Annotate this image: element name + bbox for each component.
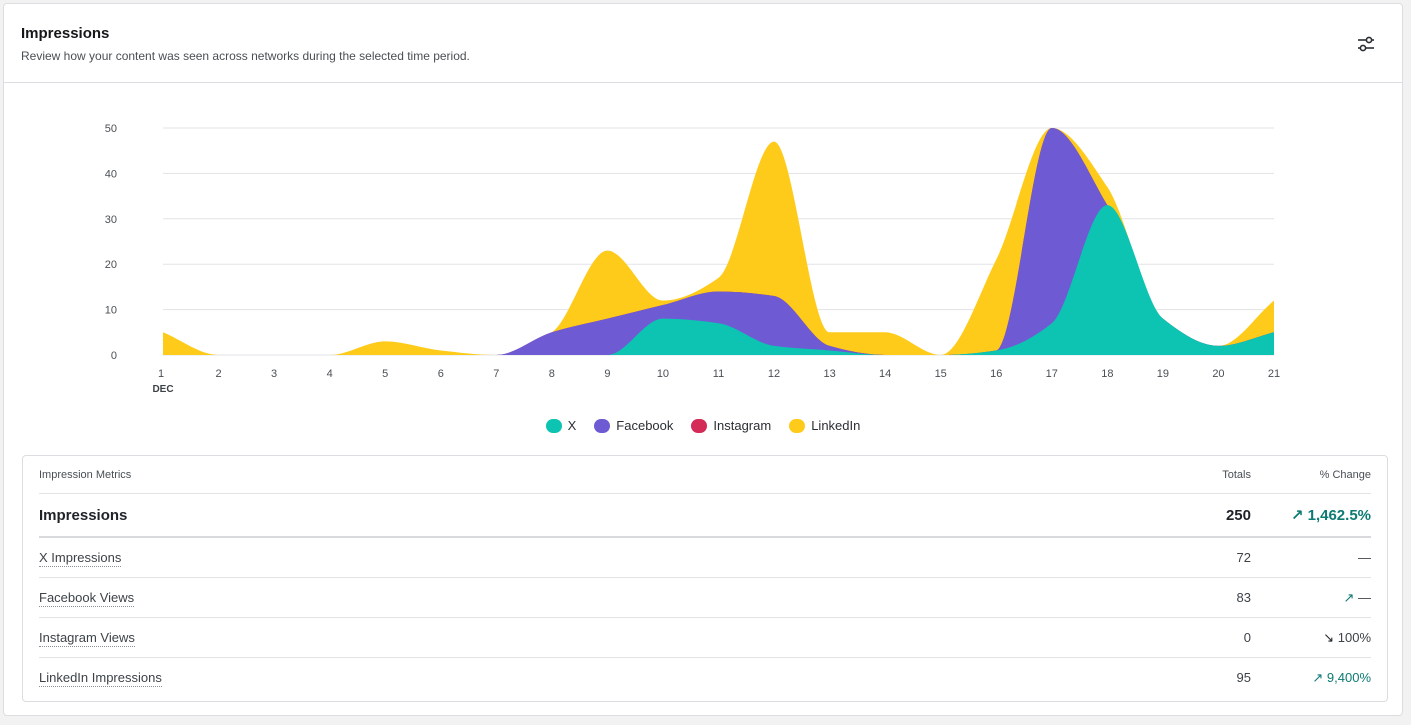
legend-swatch bbox=[691, 418, 708, 433]
x-tick-label: 20 bbox=[1212, 368, 1224, 380]
metric-row: X Impressions 72 — bbox=[39, 538, 1371, 578]
page-subtitle: Review how your content was seen across … bbox=[21, 49, 470, 63]
area-linkedin bbox=[163, 128, 1274, 355]
metric-row-change: ↗ — bbox=[1251, 590, 1371, 606]
y-tick-label: 20 bbox=[105, 259, 117, 271]
impression-metrics-table: Impression Metrics Totals % Change Impre… bbox=[22, 455, 1388, 702]
x-tick-label: 6 bbox=[438, 368, 444, 380]
metric-row-change-value: 9,400% bbox=[1326, 669, 1371, 685]
legend-swatch bbox=[789, 418, 806, 433]
y-tick-label: 40 bbox=[105, 168, 117, 180]
metric-row-total: 72 bbox=[1236, 550, 1251, 565]
sliders-icon bbox=[1358, 36, 1374, 52]
metric-row-name[interactable]: Instagram Views bbox=[39, 630, 135, 647]
metric-row-name[interactable]: Facebook Views bbox=[39, 590, 135, 607]
metric-row-name[interactable]: LinkedIn Impressions bbox=[39, 670, 162, 687]
metric-change-value: 1,462.5% bbox=[1307, 507, 1371, 524]
x-tick-label: 4 bbox=[327, 368, 333, 380]
metrics-header-name: Impression Metrics bbox=[39, 468, 132, 481]
metric-row: LinkedIn Impressions 95 ↗ 9,400% bbox=[39, 658, 1371, 697]
metric-row-total: 95 bbox=[1236, 670, 1251, 685]
x-tick-label: 8 bbox=[549, 368, 555, 380]
x-tick-label: 10 bbox=[657, 368, 669, 380]
trend-up-icon: ↗ bbox=[1312, 669, 1327, 685]
y-tick-label: 0 bbox=[111, 350, 117, 362]
metric-row-total: 0 bbox=[1243, 630, 1251, 645]
x-tick-label: 1 bbox=[158, 368, 164, 380]
legend-item-facebook[interactable]: Facebook bbox=[594, 418, 673, 433]
legend-label: Facebook bbox=[616, 418, 674, 433]
trend-up-icon: ↗ bbox=[1343, 589, 1358, 605]
metric-row-change-value: — bbox=[1358, 550, 1371, 565]
metrics-header-change: % Change bbox=[1319, 468, 1371, 481]
metric-row: Instagram Views 0 ↘ 100% bbox=[39, 618, 1371, 658]
metric-row-name[interactable]: X Impressions bbox=[39, 550, 122, 567]
x-tick-label: 17 bbox=[1046, 368, 1058, 380]
metric-change: ↗ 1,462.5% bbox=[1251, 506, 1371, 524]
x-tick-label: 21 bbox=[1268, 368, 1280, 380]
metric-row-change: ↘ 100% bbox=[1251, 630, 1371, 646]
legend-item-x[interactable]: X bbox=[545, 418, 577, 433]
x-tick-label: 15 bbox=[935, 368, 947, 380]
x-tick-label: 9 bbox=[604, 368, 610, 380]
x-tick-label: 7 bbox=[493, 368, 499, 380]
metric-total: 250 bbox=[1225, 506, 1251, 524]
legend-item-linkedin[interactable]: LinkedIn bbox=[789, 418, 860, 433]
chart-legend: X Facebook Instagram LinkedIn bbox=[4, 418, 1402, 433]
page-title: Impressions bbox=[21, 25, 110, 42]
x-tick-label: 16 bbox=[990, 368, 1002, 380]
y-tick-label: 10 bbox=[105, 305, 117, 317]
area-x bbox=[163, 205, 1274, 355]
metrics-main-row: Impressions 250 ↗ 1,462.5% bbox=[39, 494, 1371, 538]
metric-name: Impressions bbox=[39, 506, 128, 524]
x-tick-label: 14 bbox=[879, 368, 891, 380]
y-tick-label: 50 bbox=[105, 123, 117, 135]
x-tick-label: 3 bbox=[271, 368, 277, 380]
y-tick-label: 30 bbox=[105, 214, 117, 226]
filter-settings-button[interactable] bbox=[1354, 32, 1378, 56]
metric-row-change: ↗ 9,400% bbox=[1251, 670, 1371, 686]
metric-row: Facebook Views 83 ↗ — bbox=[39, 578, 1371, 618]
x-tick-label: 19 bbox=[1157, 368, 1169, 380]
impressions-card: Impressions Review how your content was … bbox=[3, 3, 1403, 716]
card-header: Impressions Review how your content was … bbox=[4, 4, 1402, 83]
metric-row-total: 83 bbox=[1236, 590, 1251, 605]
x-tick-label: 12 bbox=[768, 368, 780, 380]
x-tick-label: 5 bbox=[382, 368, 388, 380]
legend-swatch bbox=[545, 418, 562, 433]
legend-label: Instagram bbox=[713, 418, 772, 433]
metric-row-change-value: — bbox=[1358, 589, 1371, 605]
metrics-header-totals: Totals bbox=[1222, 468, 1251, 481]
metric-row-change-value: 100% bbox=[1337, 629, 1371, 645]
legend-label: LinkedIn bbox=[811, 418, 861, 433]
x-tick-label: 18 bbox=[1101, 368, 1113, 380]
x-axis-month-label: DEC bbox=[152, 384, 173, 395]
trend-down-icon: ↘ bbox=[1323, 629, 1338, 645]
metrics-header-row: Impression Metrics Totals % Change bbox=[39, 456, 1371, 494]
x-tick-label: 13 bbox=[823, 368, 835, 380]
legend-label: X bbox=[567, 418, 577, 433]
legend-swatch bbox=[594, 418, 611, 433]
x-tick-label: 2 bbox=[215, 368, 221, 380]
trend-up-icon: ↗ bbox=[1290, 507, 1304, 524]
x-tick-label: 11 bbox=[713, 368, 724, 380]
legend-item-instagram[interactable]: Instagram bbox=[691, 418, 771, 433]
metric-row-change: — bbox=[1251, 550, 1371, 565]
